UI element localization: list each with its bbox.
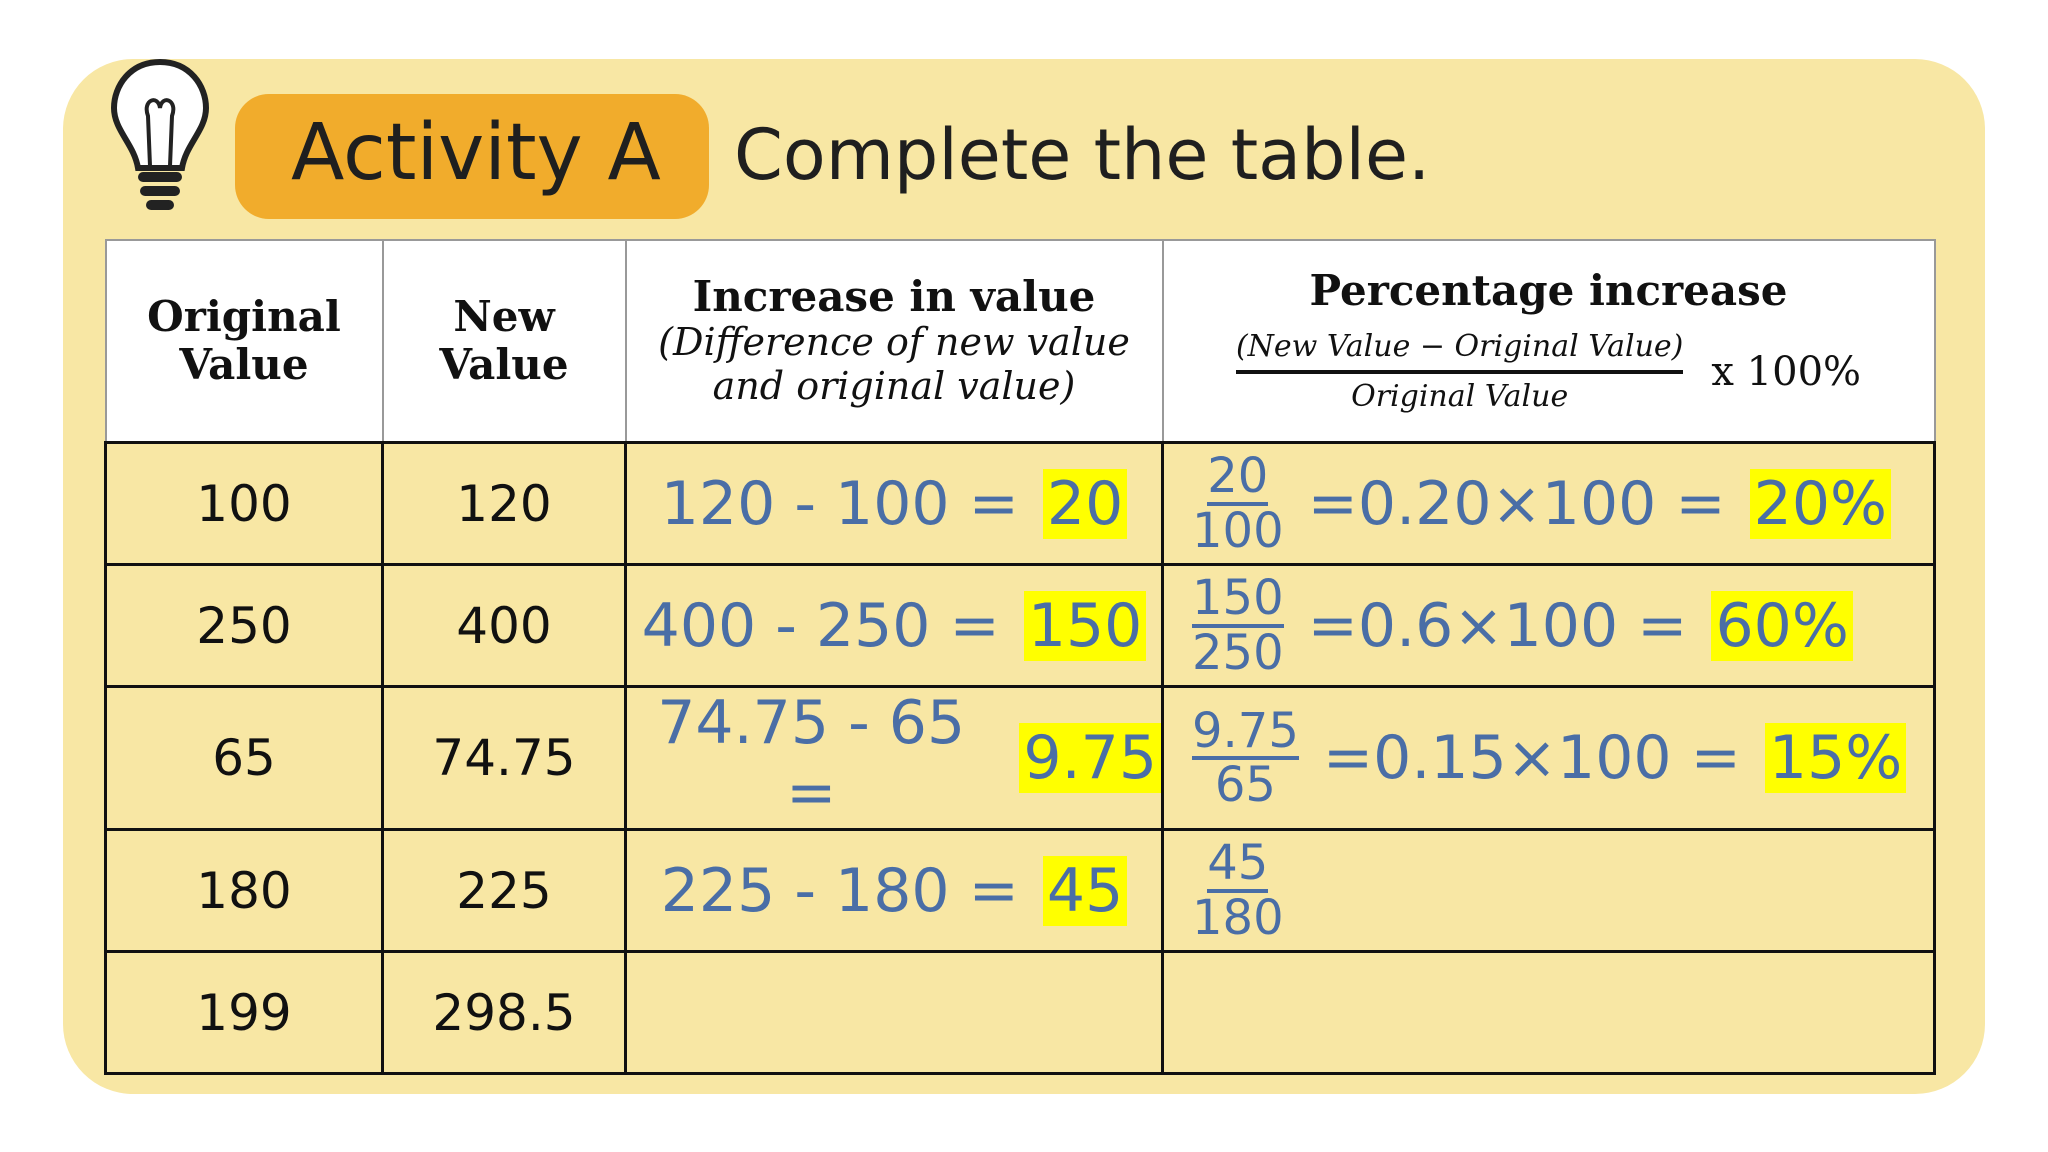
- activity-table: Original Value New Value Increase in val…: [104, 239, 1936, 1075]
- increase-content: 120 - 100 = 20: [627, 468, 1161, 539]
- header-title: Increase in value: [692, 272, 1096, 322]
- header-title: New Value: [439, 291, 569, 389]
- increase-cell: 400 - 250 = 150: [624, 563, 1164, 688]
- table-row: 250 400 400 - 250 = 150 150 250 =0.6×100 = 60%: [104, 563, 1936, 688]
- badge-label: Activity A: [291, 108, 661, 198]
- formula-multiplier: x 100%: [1711, 349, 1862, 396]
- calculation: =0.20×100 =: [1307, 468, 1726, 539]
- percentage-cell: 45 180: [1161, 828, 1936, 953]
- percentage-content: 9.75 65 =0.15×100 = 15%: [1164, 702, 1933, 813]
- table-body: 100 120 120 - 100 = 20 20 100 =0.20×100 = 20% 25…: [104, 441, 1936, 1075]
- increase-content: 225 - 180 = 45: [627, 855, 1161, 926]
- activity-badge: Activity A: [235, 94, 709, 219]
- header-cell: Increase in value (Difference of new valu…: [624, 239, 1164, 444]
- new-value: 120: [381, 441, 627, 566]
- increase-answer: 150: [1023, 590, 1147, 661]
- percentage-answer: 15%: [1764, 723, 1907, 793]
- fraction-numerator: 150: [1192, 570, 1284, 628]
- header-cell: Original Value: [104, 239, 384, 444]
- new-value: 225: [381, 828, 627, 953]
- fraction: 20 100: [1192, 451, 1284, 556]
- original-value: 180: [104, 828, 384, 953]
- formula-fraction: (New Value − Original Value) Original Val…: [1235, 329, 1684, 415]
- original-value: 65: [104, 685, 384, 831]
- fraction-numerator: 9.75: [1192, 702, 1299, 760]
- fraction-denominator: 250: [1192, 624, 1284, 681]
- increase-content: 400 - 250 = 150: [627, 590, 1161, 661]
- percentage-cell: 20 100 =0.20×100 = 20%: [1161, 441, 1936, 566]
- increase-cell: [624, 950, 1164, 1075]
- table-row: 199 298.5: [104, 950, 1936, 1075]
- formula-numerator: (New Value − Original Value): [1235, 329, 1684, 375]
- header-cell: New Value: [381, 239, 627, 444]
- percentage-cell: [1161, 950, 1936, 1075]
- increase-answer: 9.75: [1019, 723, 1161, 793]
- header-title: Original Value: [147, 291, 341, 389]
- percentage-answer: 60%: [1711, 590, 1853, 661]
- header-subtitle: (Difference of new value and original va…: [658, 320, 1130, 409]
- lightbulb-icon: [110, 58, 210, 210]
- percentage-content: 150 250 =0.6×100 = 60%: [1164, 573, 1933, 678]
- fraction: 9.75 65: [1192, 702, 1299, 813]
- calculation: =0.15×100 =: [1322, 723, 1741, 793]
- original-value: 199: [104, 950, 384, 1075]
- original-value: 250: [104, 563, 384, 688]
- percentage-answer: 20%: [1749, 468, 1891, 539]
- new-value: 400: [381, 563, 627, 688]
- increase-cell: 120 - 100 = 20: [624, 441, 1164, 566]
- fraction-denominator: 100: [1192, 502, 1284, 559]
- table-row: 180 225 225 - 180 = 45 45 180: [104, 828, 1936, 953]
- percentage-cell: 9.75 65 =0.15×100 = 15%: [1161, 685, 1936, 831]
- fraction: 150 250: [1192, 573, 1284, 678]
- fraction-numerator: 45: [1207, 835, 1269, 893]
- difference: 120 - 100 =: [660, 468, 1019, 539]
- percentage-content: 20 100 =0.20×100 = 20%: [1164, 451, 1933, 556]
- header-title: Percentage increase: [1309, 266, 1788, 316]
- difference: 74.75 - 65 =: [657, 688, 966, 828]
- fraction-denominator: 65: [1214, 757, 1276, 813]
- fraction: 45 180: [1192, 838, 1284, 943]
- fraction-numerator: 20: [1207, 448, 1269, 506]
- fraction-denominator: 180: [1192, 889, 1284, 946]
- percentage-cell: 150 250 =0.6×100 = 60%: [1161, 563, 1936, 688]
- new-value: 298.5: [381, 950, 627, 1075]
- increase-answer: 45: [1042, 855, 1128, 926]
- difference: 225 - 180 =: [660, 855, 1019, 926]
- formula-denominator: Original Value: [1351, 379, 1569, 415]
- increase-content: 74.75 - 65 = 9.75: [627, 688, 1161, 828]
- formula: (New Value − Original Value) Original Val…: [1170, 329, 1928, 415]
- original-value: 100: [104, 441, 384, 566]
- calculation: =0.6×100 =: [1307, 590, 1688, 661]
- table-row: 100 120 120 - 100 = 20 20 100 =0.20×100 = 20%: [104, 441, 1936, 566]
- new-value: 74.75: [381, 685, 627, 831]
- percentage-content: 45 180: [1164, 838, 1933, 943]
- header-cell: Percentage increase (New Value − Origina…: [1161, 239, 1936, 444]
- difference: 400 - 250 =: [641, 590, 1000, 661]
- instruction: Complete the table.: [734, 114, 1431, 196]
- increase-cell: 74.75 - 65 = 9.75: [624, 685, 1164, 831]
- increase-answer: 20: [1042, 468, 1128, 539]
- increase-cell: 225 - 180 = 45: [624, 828, 1164, 953]
- table-row: 65 74.75 74.75 - 65 = 9.75 9.75 65 =0.15×100 =…: [104, 685, 1936, 831]
